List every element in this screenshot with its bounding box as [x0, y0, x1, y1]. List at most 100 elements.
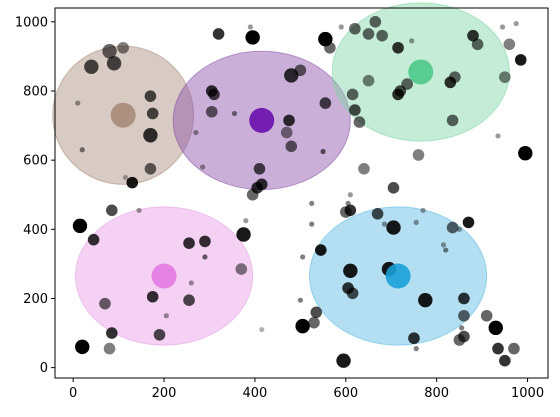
data-point [349, 22, 361, 35]
x-tick-label: 600 [333, 386, 358, 401]
data-point [300, 254, 306, 260]
data-point [347, 192, 353, 198]
data-point [513, 20, 519, 27]
data-point [499, 24, 506, 30]
data-point [346, 287, 359, 300]
data-point [446, 221, 459, 234]
data-point [467, 29, 479, 42]
data-point [462, 216, 475, 229]
data-point [247, 24, 253, 30]
cluster-center-5 [385, 263, 411, 289]
data-point [294, 64, 307, 77]
x-axis: 0 200 400 600 800 1000 [69, 378, 544, 401]
data-point [492, 342, 504, 355]
data-point [358, 162, 370, 175]
data-point [319, 97, 332, 109]
data-point [297, 297, 303, 303]
data-point [353, 116, 366, 128]
data-point [503, 38, 516, 51]
data-point [495, 133, 501, 139]
y-tick-label: 600 [23, 154, 48, 169]
data-point [369, 16, 382, 28]
data-point [72, 218, 88, 234]
data-point [371, 207, 384, 220]
data-point [381, 221, 388, 227]
data-point [458, 330, 470, 343]
data-point [183, 294, 195, 306]
cluster-layer [52, 2, 510, 346]
data-point [236, 227, 251, 242]
data-point [408, 332, 420, 345]
data-point [392, 41, 404, 54]
data-point [295, 318, 310, 334]
data-point [459, 325, 465, 331]
data-point [144, 90, 157, 102]
data-point [105, 327, 118, 339]
data-point [340, 206, 352, 218]
data-point [117, 41, 129, 54]
data-point [362, 74, 375, 87]
data-point [243, 218, 249, 224]
data-point [136, 207, 142, 213]
plot-frame [54, 7, 549, 379]
data-point [103, 342, 116, 355]
data-point [320, 148, 326, 155]
data-point [387, 182, 400, 194]
data-point [153, 328, 166, 341]
data-point [202, 254, 208, 260]
cluster-center-4 [151, 263, 177, 289]
data-point [183, 237, 195, 249]
data-point [235, 263, 248, 275]
data-point [508, 342, 520, 355]
data-point [75, 100, 81, 106]
data-point [126, 176, 139, 189]
data-point [143, 128, 158, 143]
data-point [458, 292, 470, 305]
data-point [315, 244, 327, 256]
data-point [146, 107, 159, 120]
data-point [280, 126, 293, 139]
data-point [309, 221, 315, 227]
cluster-center-1 [110, 102, 136, 128]
data-point [499, 71, 511, 83]
y-tick-label: 800 [23, 84, 48, 99]
data-point [514, 54, 527, 66]
data-point [499, 354, 511, 367]
y-tick-label: 400 [23, 223, 48, 238]
data-point [99, 297, 111, 310]
data-point [75, 339, 90, 355]
data-point [518, 146, 533, 161]
data-point [386, 220, 401, 235]
data-point [324, 41, 336, 54]
data-point [122, 174, 129, 181]
data-point [413, 346, 419, 352]
data-point [259, 326, 265, 333]
data-point [310, 306, 323, 319]
data-point [420, 207, 426, 213]
x-tick-label: 200 [152, 386, 177, 401]
data-point [105, 204, 118, 217]
data-point [309, 200, 315, 206]
data-point [412, 149, 425, 161]
data-point [102, 44, 117, 59]
data-point [401, 78, 413, 90]
x-tick-label: 0 [69, 386, 77, 401]
data-point [212, 28, 225, 40]
data-point [188, 280, 194, 286]
data-point [362, 28, 375, 40]
data-point [343, 263, 358, 279]
data-point [488, 320, 503, 336]
data-point [440, 242, 447, 248]
data-point [84, 59, 99, 74]
centers-layer [110, 59, 434, 289]
data-point [471, 38, 484, 51]
x-tick-label: 1000 [511, 386, 544, 401]
y-tick-label: 200 [23, 292, 48, 307]
data-point [443, 247, 449, 253]
data-point [200, 164, 206, 170]
y-tick-label: 0 [40, 361, 48, 376]
y-tick-label: 1000 [15, 15, 48, 30]
points-layer [72, 16, 533, 368]
data-point [199, 235, 211, 248]
data-point [458, 309, 470, 322]
